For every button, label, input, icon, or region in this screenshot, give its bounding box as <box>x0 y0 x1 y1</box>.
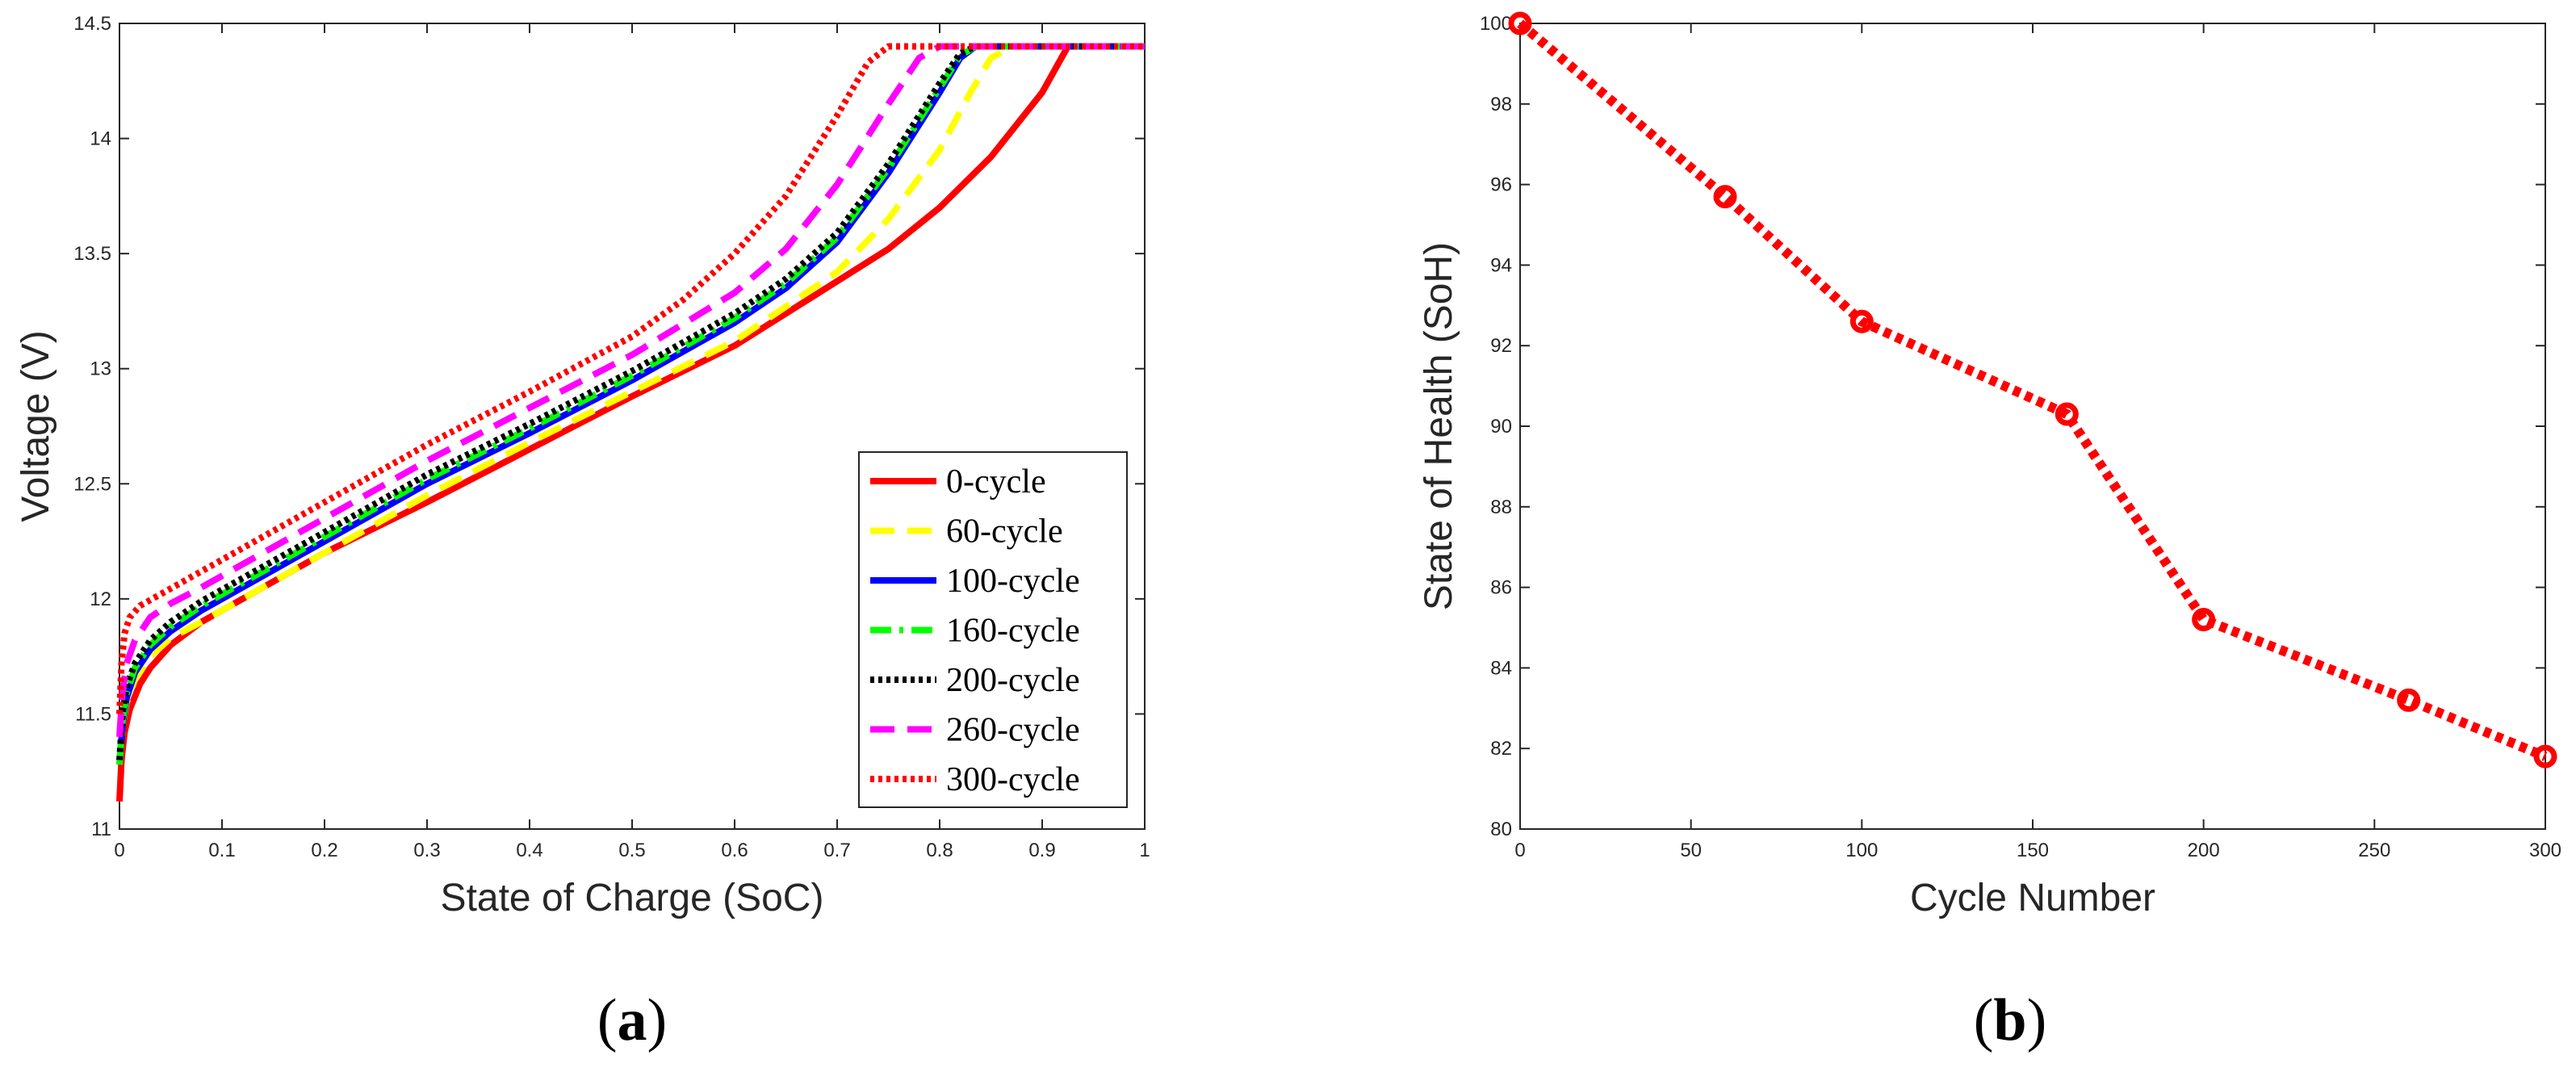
b-y-tick-label: 100 <box>1480 13 1512 35</box>
soh-point-marker <box>2055 402 2079 426</box>
b-y-tick-label: 92 <box>1490 335 1512 357</box>
a-x-tick-label: 0.6 <box>721 840 748 861</box>
b-x-tick-label: 100 <box>1845 840 1878 861</box>
panel-a-y-ticks: 11 11.5 12 12.5 13 13.5 14 14.5 <box>73 13 1145 840</box>
b-x-tick-label: 0 <box>1514 840 1525 861</box>
a-x-tick-label: 0.9 <box>1028 840 1055 861</box>
b-x-tick-label: 300 <box>2529 840 2561 861</box>
series-line-200-cycle <box>116 43 1145 760</box>
a-x-tick-label: 0.7 <box>823 840 850 861</box>
a-x-tick-label: 0.3 <box>413 840 440 861</box>
panel-a-series <box>116 43 1145 802</box>
soh-point-marker <box>2397 688 2421 712</box>
panel-b-label-letter: b <box>1993 987 2026 1053</box>
soh-point-marker <box>1713 185 1737 209</box>
panel-a-x-ticks: 0 0.1 0.2 0.3 0.4 0.5 0.6 0.7 0.8 0.9 1 <box>114 23 1150 861</box>
b-y-tick-label: 94 <box>1490 254 1512 276</box>
a-y-tick-label: 12 <box>90 588 111 610</box>
a-x-tick-label: 0.8 <box>926 840 953 861</box>
panel-a-legend: 0-cycle 60-cycle 100-cycle 160-cycle 200-cyc… <box>858 451 1128 808</box>
b-x-tick-label: 200 <box>2188 840 2220 861</box>
a-y-tick-label: 13 <box>90 358 111 380</box>
b-y-tick-label: 84 <box>1490 657 1512 679</box>
panel-b-x-ticks: 0 50 100 150 200 250 300 <box>1514 23 2561 861</box>
panel-a-chart: 0 0.1 0.2 0.3 0.4 0.5 0.6 0.7 0.8 0.9 1 11 11.5 12 12… <box>15 13 1150 1053</box>
b-y-tick-label: 98 <box>1490 94 1512 115</box>
soh-point-marker <box>1508 11 1532 36</box>
legend-label-200-cycle: 200-cycle <box>946 662 1080 699</box>
soh-point-marker <box>1849 309 1874 333</box>
panel-b-plot-area <box>1519 23 2546 830</box>
panel-b-label-close: ) <box>2027 987 2047 1053</box>
panel-b-y-axis-label: State of Health (SoH) <box>1418 242 1460 610</box>
b-y-tick-label: 96 <box>1490 174 1512 196</box>
panel-a-legend-box <box>858 451 1128 808</box>
b-y-tick-label: 82 <box>1490 738 1512 760</box>
panel-a-label: (a) <box>597 987 667 1053</box>
panel-b-x-axis-label: Cycle Number <box>1910 877 2155 919</box>
a-y-tick-label: 13.5 <box>73 243 111 265</box>
a-y-tick-label: 11 <box>91 819 111 840</box>
legend-label-0-cycle: 0-cycle <box>946 463 1046 500</box>
series-line-300-cycle <box>116 43 1145 714</box>
panel-b-chart: 0 50 100 150 200 250 300 80 82 84 86 88 90 92 94 96 98 1… <box>1418 11 2561 1053</box>
series-line-60-cycle <box>116 43 1145 760</box>
soh-line <box>1517 19 2548 761</box>
panel-a-label-letter: a <box>618 987 647 1053</box>
soh-point-marker <box>2192 608 2216 632</box>
b-y-tick-label: 86 <box>1490 577 1512 599</box>
legend-label-60-cycle: 60-cycle <box>946 513 1063 551</box>
a-x-tick-label: 0.5 <box>618 840 645 861</box>
legend-label-300-cycle: 300-cycle <box>946 761 1080 798</box>
b-x-tick-label: 150 <box>2017 840 2049 861</box>
legend-label-260-cycle: 260-cycle <box>946 712 1080 749</box>
panel-a-label-close: ) <box>647 987 668 1053</box>
panel-b-label: (b) <box>1974 987 2046 1053</box>
panel-a-y-axis-label: Voltage (V) <box>15 330 57 521</box>
b-x-tick-label: 50 <box>1680 840 1702 861</box>
a-x-tick-label: 1 <box>1139 840 1150 861</box>
legend-label-160-cycle: 160-cycle <box>946 613 1080 650</box>
a-y-tick-label: 14 <box>90 128 111 150</box>
a-x-tick-label: 0 <box>114 840 124 861</box>
a-x-tick-label: 0.1 <box>208 840 235 861</box>
b-y-tick-label: 90 <box>1490 416 1512 438</box>
a-y-tick-label: 12.5 <box>73 473 111 495</box>
b-y-tick-label: 80 <box>1490 819 1512 840</box>
legend-label-100-cycle: 100-cycle <box>946 563 1080 600</box>
panel-b-y-ticks: 80 82 84 86 88 90 92 94 96 98 100 <box>1480 13 2545 840</box>
panel-b-series <box>1508 11 2557 769</box>
series-line-260-cycle <box>116 43 1145 738</box>
panel-a-label-open: ( <box>597 987 618 1053</box>
a-y-tick-label: 11.5 <box>75 703 111 725</box>
b-y-tick-label: 88 <box>1490 496 1512 518</box>
a-x-tick-label: 0.2 <box>311 840 337 861</box>
panel-a-x-axis-label: State of Charge (SoC) <box>441 877 824 919</box>
a-y-tick-label: 14.5 <box>73 13 111 35</box>
series-line-0-cycle <box>116 43 1145 802</box>
soh-point-marker <box>2533 744 2557 769</box>
panel-b-label-open: ( <box>1974 987 1994 1053</box>
a-x-tick-label: 0.4 <box>516 840 542 861</box>
b-x-tick-label: 250 <box>2358 840 2390 861</box>
